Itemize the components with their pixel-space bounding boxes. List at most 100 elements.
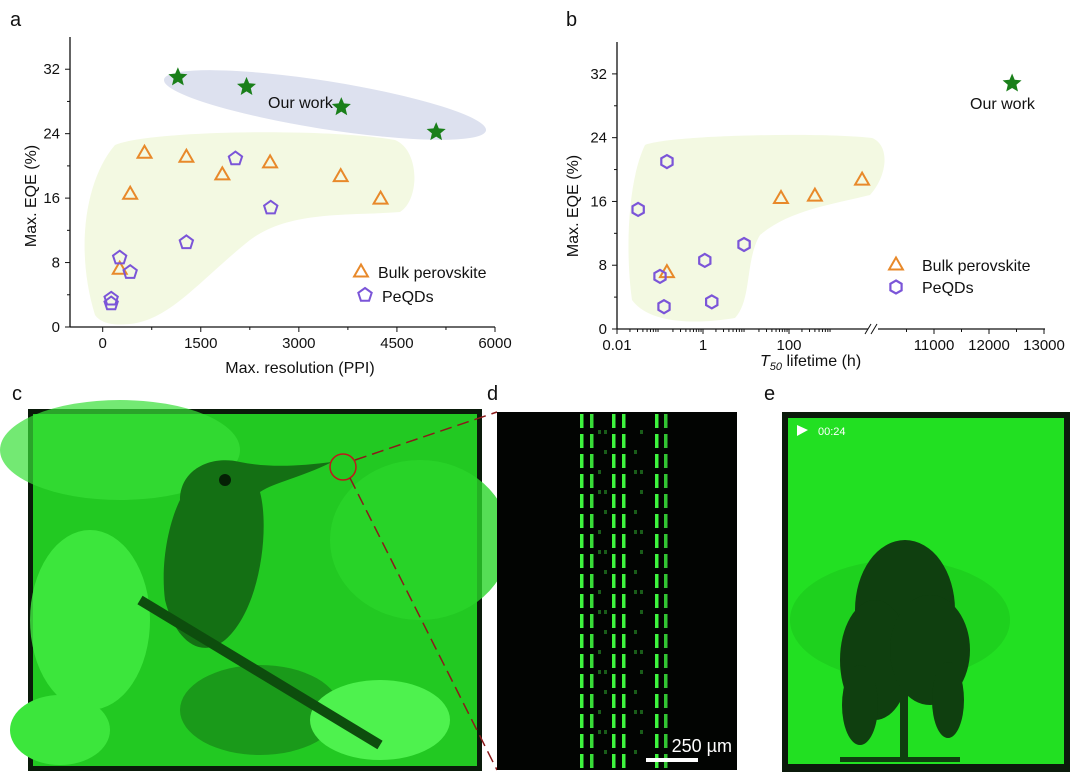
pixel-stripe	[655, 434, 659, 448]
pixel-dot	[598, 670, 601, 674]
pixel-stripe	[612, 514, 616, 528]
pixel-stripe	[612, 614, 616, 628]
point-hexagon-b	[657, 298, 671, 315]
tree-silhouette	[840, 540, 970, 762]
pixel-stripe	[590, 754, 594, 768]
pixel-dot	[640, 730, 643, 734]
x-tick-label-b: 0.01	[602, 337, 631, 354]
pixel-stripe	[590, 734, 594, 748]
x-label-rest: lifetime (h)	[782, 353, 861, 370]
pixel-stripe	[664, 714, 668, 728]
pixel-dot	[634, 470, 637, 474]
pixel-dot	[640, 430, 643, 434]
pixel-dot	[634, 570, 637, 574]
zoom-region-circle	[329, 453, 357, 481]
pixel-stripe	[655, 574, 659, 588]
pixel-stripe	[622, 714, 626, 728]
pixel-dot	[634, 590, 637, 594]
pixel-dot	[634, 450, 637, 454]
pixel-stripe	[622, 514, 626, 528]
scale-bar	[646, 758, 698, 762]
y-tick-label-b: 16	[590, 193, 607, 210]
pixel-dot	[640, 610, 643, 614]
pixel-stripe	[580, 554, 584, 568]
pixel-stripe	[612, 594, 616, 608]
pixel-stripe	[590, 574, 594, 588]
pixel-dot	[640, 650, 643, 654]
axis-break-mark	[864, 323, 872, 335]
pixel-stripe	[580, 414, 584, 428]
pixel-stripe	[655, 594, 659, 608]
panel-label-d: d	[487, 383, 498, 405]
our-work-annotation-a: Our work	[268, 95, 334, 112]
point-pentagon-a	[178, 234, 195, 250]
pixel-dot	[634, 510, 637, 514]
point-hexagon-b	[704, 294, 719, 310]
pixel-stripe	[612, 534, 616, 548]
x-tick-label-b: 100	[776, 337, 801, 354]
pixel-stripe	[664, 654, 668, 668]
pixel-stripe	[622, 414, 626, 428]
x-tick-label-a: 4500	[380, 335, 413, 352]
legend-bulk-marker-a	[352, 262, 370, 278]
pixel-stripe	[622, 574, 626, 588]
point-star-a	[426, 122, 446, 141]
pixel-stripe	[580, 474, 584, 488]
pixel-stripe	[590, 474, 594, 488]
pixel-stripe	[655, 494, 659, 508]
zoom-connector-bottom	[349, 477, 498, 771]
x-tick-label-b: 12000	[968, 337, 1010, 354]
pixel-stripe	[622, 454, 626, 468]
pixel-stripe	[655, 734, 659, 748]
x-tick-label-a: 6000	[478, 335, 511, 352]
panel-label-a: a	[10, 9, 22, 31]
pixel-dot	[598, 470, 601, 474]
our-work-annotation-b: Our work	[970, 96, 1036, 113]
y-tick-label-b: 32	[590, 66, 607, 83]
point-triangle-a	[213, 165, 232, 181]
pixel-stripe	[590, 634, 594, 648]
pixel-stripe	[612, 574, 616, 588]
pixel-stripe	[622, 734, 626, 748]
pixel-stripe	[655, 634, 659, 648]
panel-label-b: b	[566, 9, 577, 31]
x-label-italic: T	[760, 353, 771, 370]
pixel-stripe	[664, 554, 668, 568]
pixel-stripe	[612, 654, 616, 668]
pixel-stripe	[664, 674, 668, 688]
literature-region-b	[628, 134, 885, 322]
point-triangle-a	[135, 143, 154, 159]
pixel-stripe	[590, 654, 594, 668]
scale-bar-label: 250 µm	[672, 736, 732, 756]
point-triangle-a	[177, 147, 196, 163]
panel-label-e: e	[764, 383, 775, 405]
y-tick-label-b: 24	[590, 130, 607, 147]
zoom-connector-top	[354, 411, 498, 461]
pixel-stripe	[590, 414, 594, 428]
pixel-dot	[598, 730, 601, 734]
point-hexagon-b	[631, 201, 645, 218]
pixel-stripe	[612, 434, 616, 448]
pixel-stripe	[580, 494, 584, 508]
point-star-a	[331, 97, 351, 116]
pixel-stripe	[622, 754, 626, 768]
point-triangle-a	[111, 259, 129, 275]
pixel-stripe	[580, 654, 584, 668]
pixel-stripe	[590, 494, 594, 508]
point-pentagon-a	[227, 150, 244, 166]
pixel-stripe	[580, 634, 584, 648]
pixel-stripe	[655, 454, 659, 468]
pixel-dot	[604, 750, 607, 754]
pixel-dot	[598, 710, 601, 714]
y-tick-label-a: 16	[43, 190, 60, 207]
point-triangle-a	[121, 184, 139, 200]
pixel-stripe	[622, 694, 626, 708]
point-triangle-a	[371, 189, 390, 205]
pixel-dot	[604, 550, 607, 554]
point-star-a	[168, 67, 188, 86]
x-tick-label-b: 1	[699, 337, 707, 354]
pixel-stripe	[580, 614, 584, 628]
legend-bulk-marker-b	[887, 255, 905, 271]
pixel-stripe	[590, 674, 594, 688]
